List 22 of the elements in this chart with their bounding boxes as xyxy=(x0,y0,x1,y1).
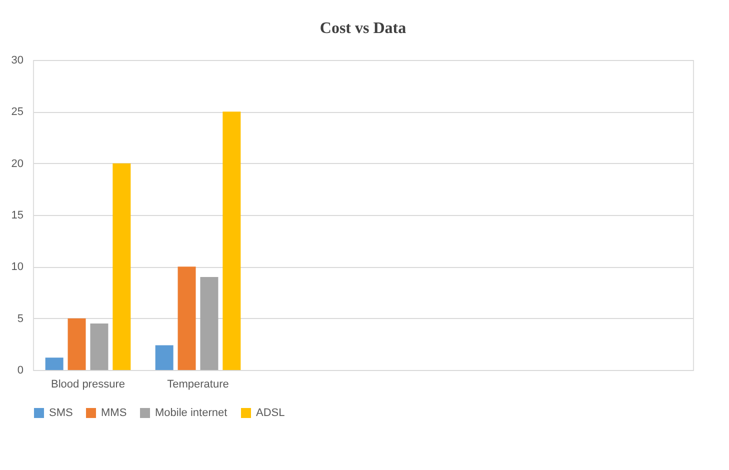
chart-title: Cost vs Data xyxy=(320,20,406,37)
bar xyxy=(90,324,108,370)
bar xyxy=(45,358,64,370)
x-tick-label: Blood pressure xyxy=(51,378,125,390)
y-tick-label: 0 xyxy=(17,364,24,376)
legend-label: SMS xyxy=(49,407,73,419)
legend-label: Mobile internet xyxy=(155,407,228,419)
x-tick-label: Temperature xyxy=(167,378,229,390)
y-tick-label: 5 xyxy=(17,312,24,325)
legend-label: ADSL xyxy=(256,407,285,419)
bar xyxy=(222,112,241,370)
bar xyxy=(112,163,131,370)
bar xyxy=(68,318,86,370)
bar xyxy=(178,266,196,370)
y-tick-label: 25 xyxy=(11,106,24,118)
bar xyxy=(200,277,218,370)
legend-label: MMS xyxy=(101,407,127,419)
y-tick-label: 20 xyxy=(11,158,24,170)
y-tick-label: 30 xyxy=(11,54,24,66)
bar xyxy=(155,345,174,370)
y-tick-label: 15 xyxy=(11,210,24,222)
y-tick-label: 10 xyxy=(11,261,24,274)
